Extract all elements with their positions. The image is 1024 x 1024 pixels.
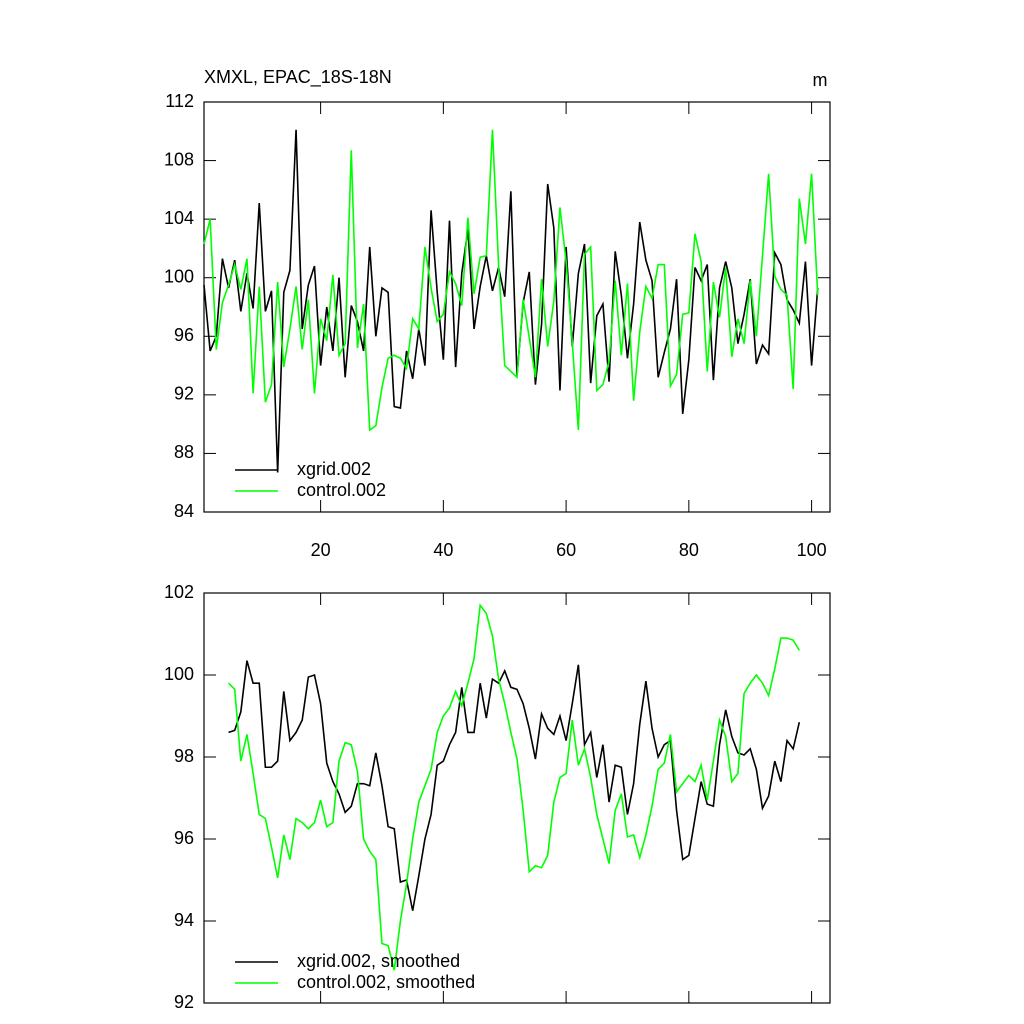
y-tick-label: 94 (174, 910, 194, 930)
plot-frame (203, 592, 831, 1004)
y-tick-label: 92 (174, 992, 194, 1012)
y-tick-label: 100 (164, 266, 194, 286)
x-tick-label: 80 (679, 540, 699, 560)
y-tick-label: 92 (174, 384, 194, 404)
x-tick-label: 60 (556, 540, 576, 560)
data-line (203, 129, 819, 432)
data-line (228, 660, 801, 911)
legend-label: control.002 (297, 480, 386, 500)
y-tick-label: 96 (174, 828, 194, 848)
data-line (203, 129, 819, 473)
legend-label: control.002, smoothed (297, 972, 475, 992)
legend-label: xgrid.002, smoothed (297, 951, 460, 971)
y-tick-label: 102 (164, 582, 194, 602)
legend-label: xgrid.002 (297, 459, 371, 479)
x-tick-label: 40 (433, 540, 453, 560)
x-tick-label: 20 (311, 540, 331, 560)
data-line (227, 603, 800, 971)
y-tick-label: 96 (174, 325, 194, 345)
y-tick-label: 104 (164, 208, 194, 228)
chart-title: XMXL, EPAC_18S-18N (204, 67, 392, 88)
y-tick-label: 98 (174, 746, 194, 766)
x-tick-label: 100 (797, 540, 827, 560)
y-tick-label: 84 (174, 501, 194, 521)
y-tick-label: 112 (165, 91, 194, 111)
plot-frame (203, 101, 831, 513)
y-tick-label: 100 (164, 664, 194, 684)
unit-label: m (813, 70, 828, 90)
y-tick-label: 108 (164, 149, 194, 169)
y-tick-label: 88 (174, 442, 194, 462)
